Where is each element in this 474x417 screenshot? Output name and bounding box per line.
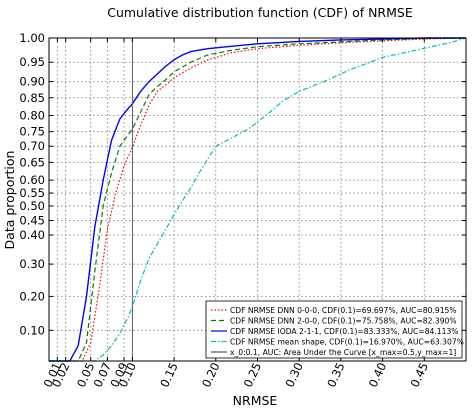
x-tick-label: 0.40 bbox=[366, 360, 390, 389]
x-tick-label: 0.15 bbox=[157, 360, 181, 389]
x-axis-title: NRMSE bbox=[233, 393, 278, 408]
y-tick-label: 0.80 bbox=[19, 109, 45, 123]
y-tick-label: 0.45 bbox=[19, 213, 45, 227]
x-tick-label: 0.35 bbox=[324, 360, 348, 389]
y-tick-label: 0.75 bbox=[19, 125, 45, 139]
series-line-0 bbox=[49, 37, 467, 362]
y-axis-title: Data proportion bbox=[2, 151, 17, 250]
legend-label-4: x_0:0.1, AUC: Area Under the Curve [x_ma… bbox=[230, 348, 456, 357]
x-tick-label: 0.30 bbox=[282, 360, 306, 389]
legend-label-0: CDF NRMSE DNN 0-0-0, CDF(0.1)=69.697%, A… bbox=[230, 306, 457, 315]
y-tick-label: 0.65 bbox=[19, 155, 45, 169]
y-tick-label: 0.10 bbox=[19, 323, 45, 337]
y-tick-label: 0.60 bbox=[19, 173, 45, 187]
y-tick-label: 0.50 bbox=[19, 199, 45, 213]
x-tick-label: 0.20 bbox=[199, 360, 223, 389]
legend: CDF NRMSE DNN 0-0-0, CDF(0.1)=69.697%, A… bbox=[205, 300, 464, 359]
y-tick-label: 0.85 bbox=[19, 91, 45, 105]
y-tick-label: 0.55 bbox=[19, 186, 45, 200]
y-tick-label: 0.30 bbox=[19, 257, 45, 271]
y-tick-label: 0.95 bbox=[19, 55, 45, 69]
chart-title: Cumulative distribution function (CDF) o… bbox=[107, 5, 413, 20]
x-tick-label: 0.25 bbox=[241, 360, 265, 389]
series-line-1 bbox=[49, 37, 467, 362]
legend-label-2: CDF NRMSE IODA 2-1-1, CDF(0.1)=83.333%, … bbox=[230, 327, 459, 336]
y-tick-label: 0.70 bbox=[19, 139, 45, 153]
y-tick-label: 0.90 bbox=[19, 75, 45, 89]
x-tick-label: 0.45 bbox=[408, 360, 432, 389]
y-tick-label: 1.00 bbox=[19, 31, 45, 45]
legend-label-3: CDF NRMSE mean shape, CDF(0.1)=16.970%, … bbox=[230, 337, 464, 346]
series-line-3 bbox=[49, 37, 467, 362]
y-tick-label: 0.20 bbox=[19, 289, 45, 303]
legend-box bbox=[205, 300, 463, 359]
y-tick-label: 0.40 bbox=[19, 228, 45, 242]
legend-label-1: CDF NRMSE DNN 2-0-0, CDF(0.1)=75.758%, A… bbox=[230, 316, 457, 325]
